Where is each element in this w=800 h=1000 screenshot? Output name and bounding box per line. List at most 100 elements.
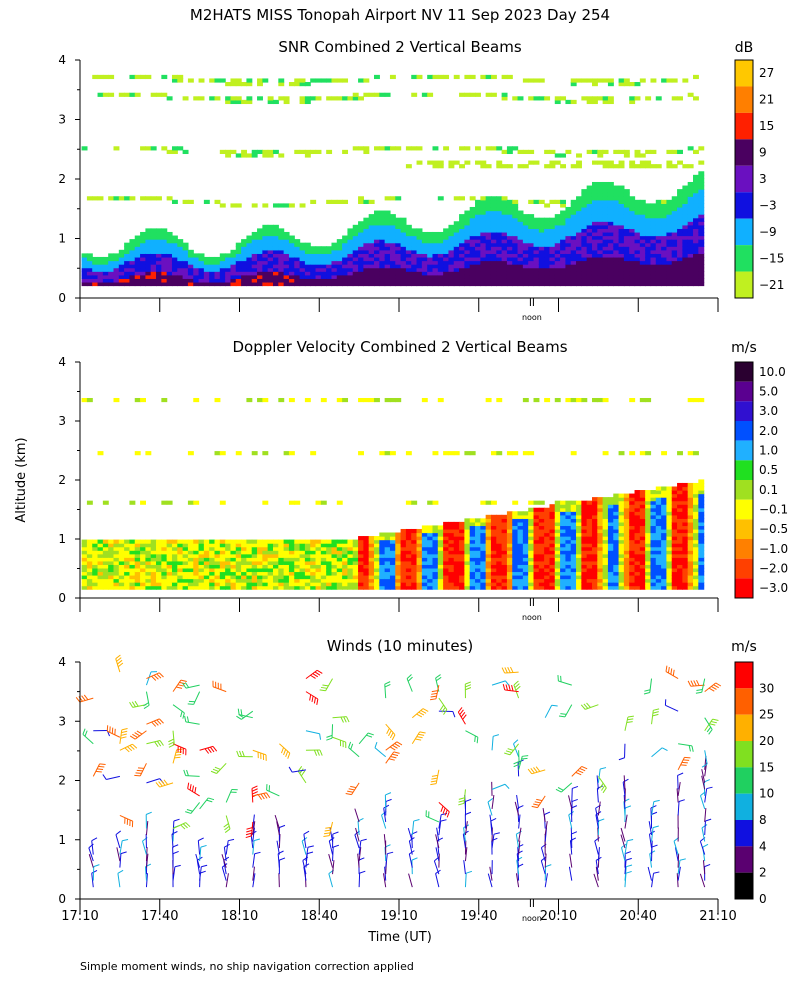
heatmap-cell <box>246 560 253 565</box>
heatmap-cell <box>528 578 535 583</box>
heatmap-cell <box>655 536 662 541</box>
heatmap-cell <box>517 518 524 523</box>
heatmap-cell <box>677 278 683 283</box>
heatmap-cell <box>666 217 673 222</box>
heatmap-cell <box>262 253 269 258</box>
heatmap-cell <box>459 525 465 530</box>
heatmap-cell <box>485 221 492 226</box>
heatmap-cell <box>490 221 497 226</box>
heatmap-cell <box>251 543 258 548</box>
colorbar-swatch <box>735 519 753 539</box>
heatmap-cell <box>405 231 412 237</box>
heatmap-cell <box>453 557 460 562</box>
heatmap-cell <box>182 199 189 204</box>
heatmap-cell <box>565 242 572 247</box>
heatmap-cell <box>150 196 157 201</box>
heatmap-cell <box>267 278 274 283</box>
heatmap-cell <box>517 96 524 101</box>
heatmap-cell <box>634 264 641 269</box>
heatmap-cell <box>108 274 115 279</box>
heatmap-cell <box>597 539 604 544</box>
heatmap-cell <box>113 578 120 583</box>
heatmap-cell <box>304 253 311 258</box>
heatmap-cell <box>203 199 210 204</box>
heatmap-cell <box>517 539 524 544</box>
heatmap-cell <box>512 564 519 569</box>
heatmap-cell <box>671 264 678 269</box>
heatmap-cell <box>645 553 652 558</box>
heatmap-cell <box>522 585 529 590</box>
heatmap-cell <box>544 397 551 403</box>
heatmap-cell <box>166 196 173 201</box>
heatmap-cell <box>156 557 162 562</box>
heatmap-cell <box>97 278 104 283</box>
heatmap-cell <box>432 246 439 251</box>
heatmap-cell <box>358 246 364 251</box>
heatmap-cell <box>214 560 221 565</box>
heatmap-cell <box>528 160 535 165</box>
heatmap-cell <box>379 536 386 541</box>
heatmap-cell <box>453 239 460 244</box>
heatmap-cell <box>623 221 630 226</box>
heatmap-cell <box>278 253 285 258</box>
heatmap-cell <box>597 206 604 212</box>
heatmap-cell <box>634 246 641 251</box>
heatmap-cell <box>576 228 582 233</box>
heatmap-cell <box>437 543 444 548</box>
heatmap-cell <box>411 539 418 544</box>
heatmap-cell <box>485 267 492 272</box>
heatmap-cell <box>405 246 412 251</box>
heatmap-cell <box>682 553 689 558</box>
heatmap-cell <box>219 78 226 83</box>
heatmap-cell <box>639 582 646 587</box>
heatmap-cell <box>400 264 407 269</box>
heatmap-cell <box>549 536 556 541</box>
heatmap-cell <box>219 571 226 576</box>
heatmap-cell <box>214 260 221 265</box>
heatmap-cell <box>602 267 609 272</box>
heatmap-cell <box>538 239 545 244</box>
heatmap-cell <box>581 514 588 519</box>
heatmap-cell <box>416 564 423 569</box>
heatmap-cell <box>565 210 572 215</box>
heatmap-cell <box>565 525 572 530</box>
heatmap-cell <box>602 571 609 576</box>
heatmap-cell <box>294 553 301 558</box>
heatmap-cell <box>554 582 561 587</box>
heatmap-cell <box>698 486 705 491</box>
heatmap-cell <box>623 514 630 519</box>
wind-barb-flag <box>132 743 138 749</box>
heatmap-cell <box>570 246 577 251</box>
heatmap-cell <box>677 504 683 509</box>
heatmap-cell <box>475 146 481 151</box>
heatmap-cell <box>416 264 423 269</box>
heatmap-cell <box>475 274 481 279</box>
heatmap-cell <box>225 553 232 558</box>
heatmap-cell <box>299 253 306 258</box>
colorbar-swatch <box>735 218 753 246</box>
heatmap-cell <box>288 574 295 580</box>
heatmap-cell <box>352 224 359 229</box>
heatmap-cell <box>666 536 673 541</box>
heatmap-cell <box>607 217 614 222</box>
heatmap-cell <box>416 560 423 565</box>
heatmap-cell <box>586 264 593 269</box>
heatmap-cell <box>150 228 157 233</box>
heatmap-cell <box>129 264 136 269</box>
heatmap-cell <box>506 206 513 212</box>
heatmap-cell <box>496 231 503 237</box>
heatmap-cell <box>368 267 375 272</box>
heatmap-cell <box>443 574 450 580</box>
heatmap-cell <box>459 196 465 201</box>
heatmap-cell <box>299 96 306 101</box>
heatmap-cell <box>395 239 402 244</box>
heatmap-cell <box>171 585 178 590</box>
heatmap-cell <box>698 192 705 197</box>
heatmap-cell <box>480 246 487 251</box>
heatmap-cell <box>251 539 258 544</box>
heatmap-cell <box>522 550 529 555</box>
heatmap-cell <box>554 242 561 247</box>
heatmap-cell <box>384 271 391 276</box>
heatmap-cell <box>645 239 652 244</box>
heatmap-cell <box>459 146 465 151</box>
